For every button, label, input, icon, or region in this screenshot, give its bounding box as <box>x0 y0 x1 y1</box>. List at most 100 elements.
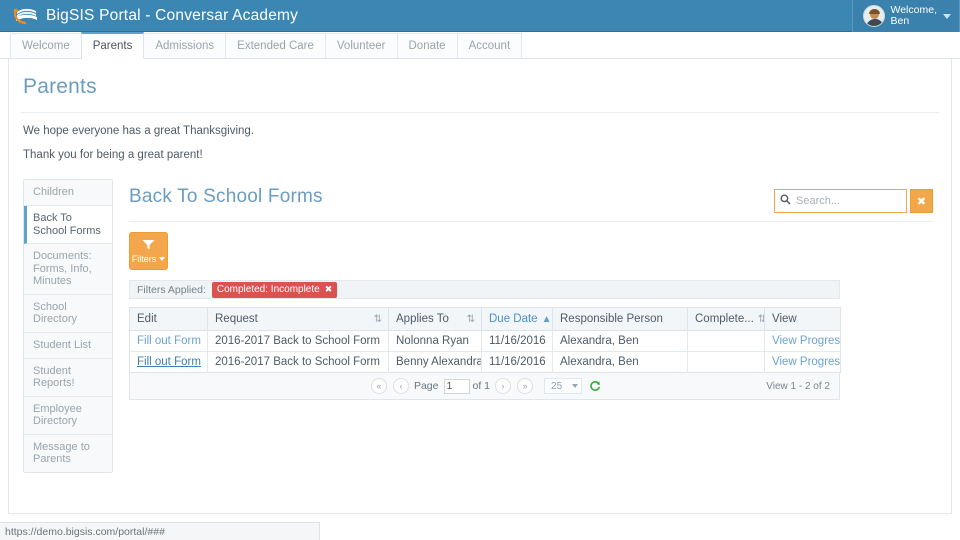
main-nav-tabs: Welcome Parents Admissions Extended Care… <box>0 32 960 60</box>
cell-responsible-person: Alexandra, Ben <box>552 351 688 373</box>
refresh-icon[interactable] <box>589 380 601 392</box>
sort-icon[interactable]: ⇅ <box>373 313 382 325</box>
sidebar-item-message-to-parents[interactable]: Message to Parents <box>24 434 112 472</box>
section-header: Back To School Forms ✖ <box>129 179 933 213</box>
tab-donate[interactable]: Donate <box>396 33 458 59</box>
section-title: Back To School Forms <box>129 186 323 207</box>
brand-title: BigSIS Portal - Conversar Academy <box>46 6 299 24</box>
sidebar-item-back-to-school-forms[interactable]: Back To School Forms <box>24 206 112 244</box>
cell-view: View Progress <box>764 351 841 373</box>
brand: BigSIS Portal - Conversar Academy <box>0 6 298 26</box>
column-header-responsible-person[interactable]: Responsible Person <box>552 307 688 331</box>
cell-completed <box>687 330 765 352</box>
cell-request: 2016-2017 Back to School Form <box>207 351 389 373</box>
book-swoosh-logo-icon <box>13 6 40 26</box>
tab-extended-care[interactable]: Extended Care <box>225 33 326 59</box>
tab-admissions[interactable]: Admissions <box>143 33 227 59</box>
table-row: Fill out Form 2016-2017 Back to School F… <box>129 330 841 352</box>
tab-volunteer[interactable]: Volunteer <box>324 33 398 59</box>
column-header-applies-to[interactable]: Applies To ⇅ <box>388 307 482 331</box>
sidebar-item-student-reports[interactable]: Student Reports! <box>24 358 112 397</box>
column-label: Applies To <box>396 313 449 325</box>
cell-due-date: 11/16/2016 <box>481 330 553 352</box>
forms-table: Edit Request ⇅ Applies To ⇅ Due Date ▲ <box>129 307 841 373</box>
browser-status-bar: https://demo.bigsis.com/portal/### <box>0 522 320 540</box>
caret-down-icon <box>159 256 166 261</box>
fill-out-form-link[interactable]: Fill out Form <box>137 356 201 368</box>
cell-responsible-person: Alexandra, Ben <box>552 330 688 352</box>
sidebar-item-children[interactable]: Children <box>24 180 112 206</box>
first-page-button[interactable]: « <box>370 378 387 394</box>
filters-applied-bar: Filters Applied: Completed: Incomplete ✖ <box>129 280 840 299</box>
filters-button[interactable]: Filters <box>129 232 168 270</box>
page-size-select[interactable]: 25 <box>544 378 583 394</box>
cell-request: 2016-2017 Back to School Form <box>207 330 389 352</box>
previous-page-button[interactable]: ‹ <box>392 378 409 394</box>
cell-edit: Fill out Form <box>129 351 208 373</box>
last-page-button[interactable]: » <box>517 378 534 394</box>
search-box[interactable] <box>774 189 907 213</box>
cell-applies-to: Benny Alexandra <box>388 351 482 373</box>
page-number-input[interactable] <box>443 378 470 394</box>
filter-chip-completed[interactable]: Completed: Incomplete ✖ <box>211 281 338 298</box>
sidebar-item-student-list[interactable]: Student List <box>24 332 112 359</box>
intro-line-2: Thank you for being a great parent! <box>23 149 203 161</box>
clear-search-icon[interactable]: ✖ <box>910 189 933 213</box>
view-progress-link[interactable]: View Progress <box>772 356 841 368</box>
column-header-completed[interactable]: Complete... ⇅ <box>687 307 765 331</box>
user-name: Ben <box>890 15 910 27</box>
column-label: Complete... <box>695 313 754 325</box>
window-titlebar: BigSIS Portal - Conversar Academy Welcom… <box>0 0 960 32</box>
avatar <box>862 5 885 27</box>
cell-completed <box>687 351 765 373</box>
cell-edit: Fill out Form <box>129 330 208 352</box>
next-page-button[interactable]: › <box>495 378 512 394</box>
column-label: Responsible Person <box>560 313 663 325</box>
sidebar-item-school-directory[interactable]: School Directory <box>24 294 112 333</box>
user-menu-label: Welcome, Ben <box>890 3 938 28</box>
caret-down-icon <box>572 384 579 388</box>
body-columns: Children Back To School Forms Documents:… <box>9 161 951 473</box>
page-title: Parents <box>23 75 97 98</box>
cell-view: View Progress <box>764 330 841 352</box>
funnel-icon <box>142 239 155 253</box>
sidebar: Children Back To School Forms Documents:… <box>23 179 113 473</box>
main-content: Back To School Forms ✖ <box>113 179 951 473</box>
fill-out-form-link[interactable]: Fill out Form <box>137 335 201 347</box>
page-total-label: of 1 <box>472 380 491 392</box>
column-label: Due Date <box>489 313 538 325</box>
sort-icon[interactable]: ⇅ <box>758 314 764 325</box>
sidebar-item-employee-directory[interactable]: Employee Directory <box>24 396 112 435</box>
divider <box>21 112 939 113</box>
column-label: View <box>772 313 797 325</box>
sort-ascending-icon[interactable]: ▲ <box>541 313 552 325</box>
filters-applied-label: Filters Applied: <box>137 283 206 296</box>
chevron-down-icon[interactable] <box>943 13 951 19</box>
column-header-due-date[interactable]: Due Date ▲ <box>481 307 553 331</box>
column-header-view[interactable]: View <box>764 307 841 331</box>
column-label: Request <box>215 313 258 325</box>
filters-label-text: Filters <box>131 253 157 264</box>
search-icon <box>780 194 791 208</box>
content-panel: Parents We hope everyone has a great Tha… <box>8 59 952 514</box>
user-menu[interactable]: Welcome, Ben <box>851 0 960 32</box>
remove-filter-icon[interactable]: ✖ <box>324 283 333 294</box>
record-count-label: View 1 - 2 of 2 <box>766 380 830 392</box>
view-progress-link[interactable]: View Progress <box>772 335 841 347</box>
table-row: Fill out Form 2016-2017 Back to School F… <box>129 351 841 373</box>
tab-welcome[interactable]: Welcome <box>10 33 82 59</box>
column-label: Edit <box>137 313 157 325</box>
cell-applies-to: Nolonna Ryan <box>388 330 482 352</box>
tab-account[interactable]: Account <box>456 33 523 59</box>
page-label: Page <box>413 380 439 392</box>
column-header-request[interactable]: Request ⇅ <box>207 307 389 331</box>
table-header-row: Edit Request ⇅ Applies To ⇅ Due Date ▲ <box>129 307 841 331</box>
tab-parents[interactable]: Parents <box>80 32 145 60</box>
column-header-edit[interactable]: Edit <box>129 307 208 331</box>
search-input[interactable] <box>794 194 902 208</box>
sidebar-item-documents[interactable]: Documents: Forms, Info, Minutes <box>24 244 112 295</box>
search-area: ✖ <box>774 189 933 213</box>
sort-icon[interactable]: ⇅ <box>466 313 475 325</box>
intro-line-1: We hope everyone has a great Thanksgivin… <box>23 125 254 137</box>
user-greeting: Welcome, <box>890 3 938 16</box>
